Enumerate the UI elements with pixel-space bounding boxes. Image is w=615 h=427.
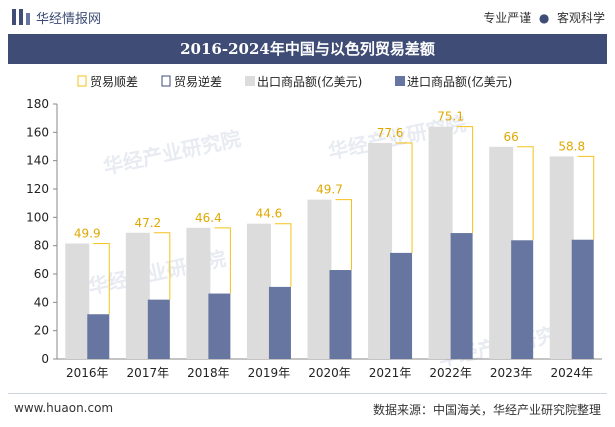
legend-label: 进口商品额(亿美元) bbox=[407, 74, 512, 89]
surplus-value-label: 47.2 bbox=[134, 216, 161, 230]
surplus-value-label: 58.8 bbox=[558, 139, 585, 153]
import-bar bbox=[390, 252, 413, 359]
footer-divider bbox=[8, 393, 607, 394]
chart-title: 2016-2024年中国与以色列贸易差额 bbox=[8, 34, 607, 64]
y-tick-label: 0 bbox=[41, 352, 49, 366]
huajing-logo-icon bbox=[12, 9, 30, 25]
import-bar bbox=[147, 299, 170, 359]
surplus-value-label: 77.6 bbox=[377, 126, 404, 140]
y-tick-label: 120 bbox=[26, 182, 49, 196]
legend-label: 出口商品额(亿美元) bbox=[257, 74, 362, 89]
watermark-text: 华经产业研究院 bbox=[101, 126, 243, 179]
y-tick-label: 180 bbox=[26, 97, 49, 111]
surplus-value-label: 49.9 bbox=[74, 227, 101, 241]
x-tick-label: 2018年 bbox=[187, 366, 230, 380]
surplus-bracket bbox=[153, 232, 171, 300]
import-bar bbox=[208, 293, 231, 359]
surplus-bracket bbox=[335, 199, 352, 271]
x-tick-label: 2017年 bbox=[127, 366, 170, 380]
x-tick-label: 2020年 bbox=[308, 366, 351, 380]
export-bar bbox=[246, 223, 271, 359]
slogan-dot-icon: ● bbox=[535, 11, 554, 25]
import-bar bbox=[511, 240, 534, 359]
footer-website: www.huaon.com bbox=[14, 401, 114, 415]
surplus-bracket bbox=[577, 155, 595, 240]
y-tick-label: 60 bbox=[34, 267, 49, 281]
surplus-value-label: 75.1 bbox=[437, 110, 464, 124]
legend-swatch bbox=[161, 75, 171, 87]
y-tick-label: 160 bbox=[26, 125, 49, 139]
surplus-bracket bbox=[93, 243, 110, 315]
export-bar bbox=[489, 146, 514, 359]
export-bar bbox=[549, 156, 574, 359]
x-tick-label: 2016年 bbox=[66, 366, 109, 380]
export-bar bbox=[186, 227, 211, 359]
export-bar bbox=[125, 232, 150, 359]
slogan-left: 专业严谨 bbox=[483, 11, 532, 25]
y-tick-label: 80 bbox=[34, 239, 49, 253]
legend-swatch bbox=[395, 76, 405, 86]
import-bar bbox=[268, 286, 291, 359]
surplus-value-label: 46.4 bbox=[195, 211, 222, 225]
x-tick-label: 2023年 bbox=[490, 366, 533, 380]
x-tick-label: 2019年 bbox=[248, 366, 291, 380]
import-bar bbox=[87, 314, 110, 359]
surplus-bracket bbox=[214, 227, 231, 294]
export-bar bbox=[428, 126, 453, 359]
legend-label: 贸易逆差 bbox=[174, 74, 222, 89]
y-tick-label: 20 bbox=[34, 324, 49, 338]
x-tick-label: 2022年 bbox=[429, 366, 472, 380]
y-tick-label: 40 bbox=[34, 295, 49, 309]
x-tick-label: 2021年 bbox=[369, 366, 412, 380]
chart: 华经产业研究院华经产业研究院华经产业研究院华经产业研究院贸易顺差贸易逆差出口商品… bbox=[26, 74, 602, 380]
surplus-bracket bbox=[396, 142, 413, 253]
surplus-bracket bbox=[274, 223, 292, 287]
slogan: 专业严谨 ● 客观科学 bbox=[483, 9, 605, 26]
footer-source: 数据来源：中国海关，华经产业研究院整理 bbox=[372, 403, 601, 417]
surplus-value-label: 66 bbox=[504, 130, 519, 144]
legend-swatch bbox=[77, 75, 87, 87]
export-bar bbox=[368, 142, 393, 359]
surplus-value-label: 44.6 bbox=[256, 207, 283, 221]
y-tick-label: 100 bbox=[26, 210, 49, 224]
import-bar bbox=[450, 233, 473, 359]
surplus-bracket bbox=[517, 146, 534, 241]
import-bar bbox=[571, 239, 594, 359]
legend-swatch bbox=[245, 76, 255, 86]
surplus-bracket bbox=[456, 126, 474, 234]
legend-label: 贸易顺差 bbox=[90, 75, 138, 89]
slogan-right: 客观科学 bbox=[556, 11, 605, 25]
y-tick-label: 140 bbox=[26, 154, 49, 168]
surplus-value-label: 49.7 bbox=[316, 183, 343, 197]
export-bar bbox=[307, 199, 332, 359]
import-bar bbox=[329, 270, 352, 359]
export-bar bbox=[65, 243, 90, 359]
brand-name: 华经情报网 bbox=[36, 12, 102, 27]
top-bar: 华经情报网 专业严谨 ● 客观科学 bbox=[0, 0, 615, 34]
x-tick-label: 2024年 bbox=[550, 366, 593, 380]
